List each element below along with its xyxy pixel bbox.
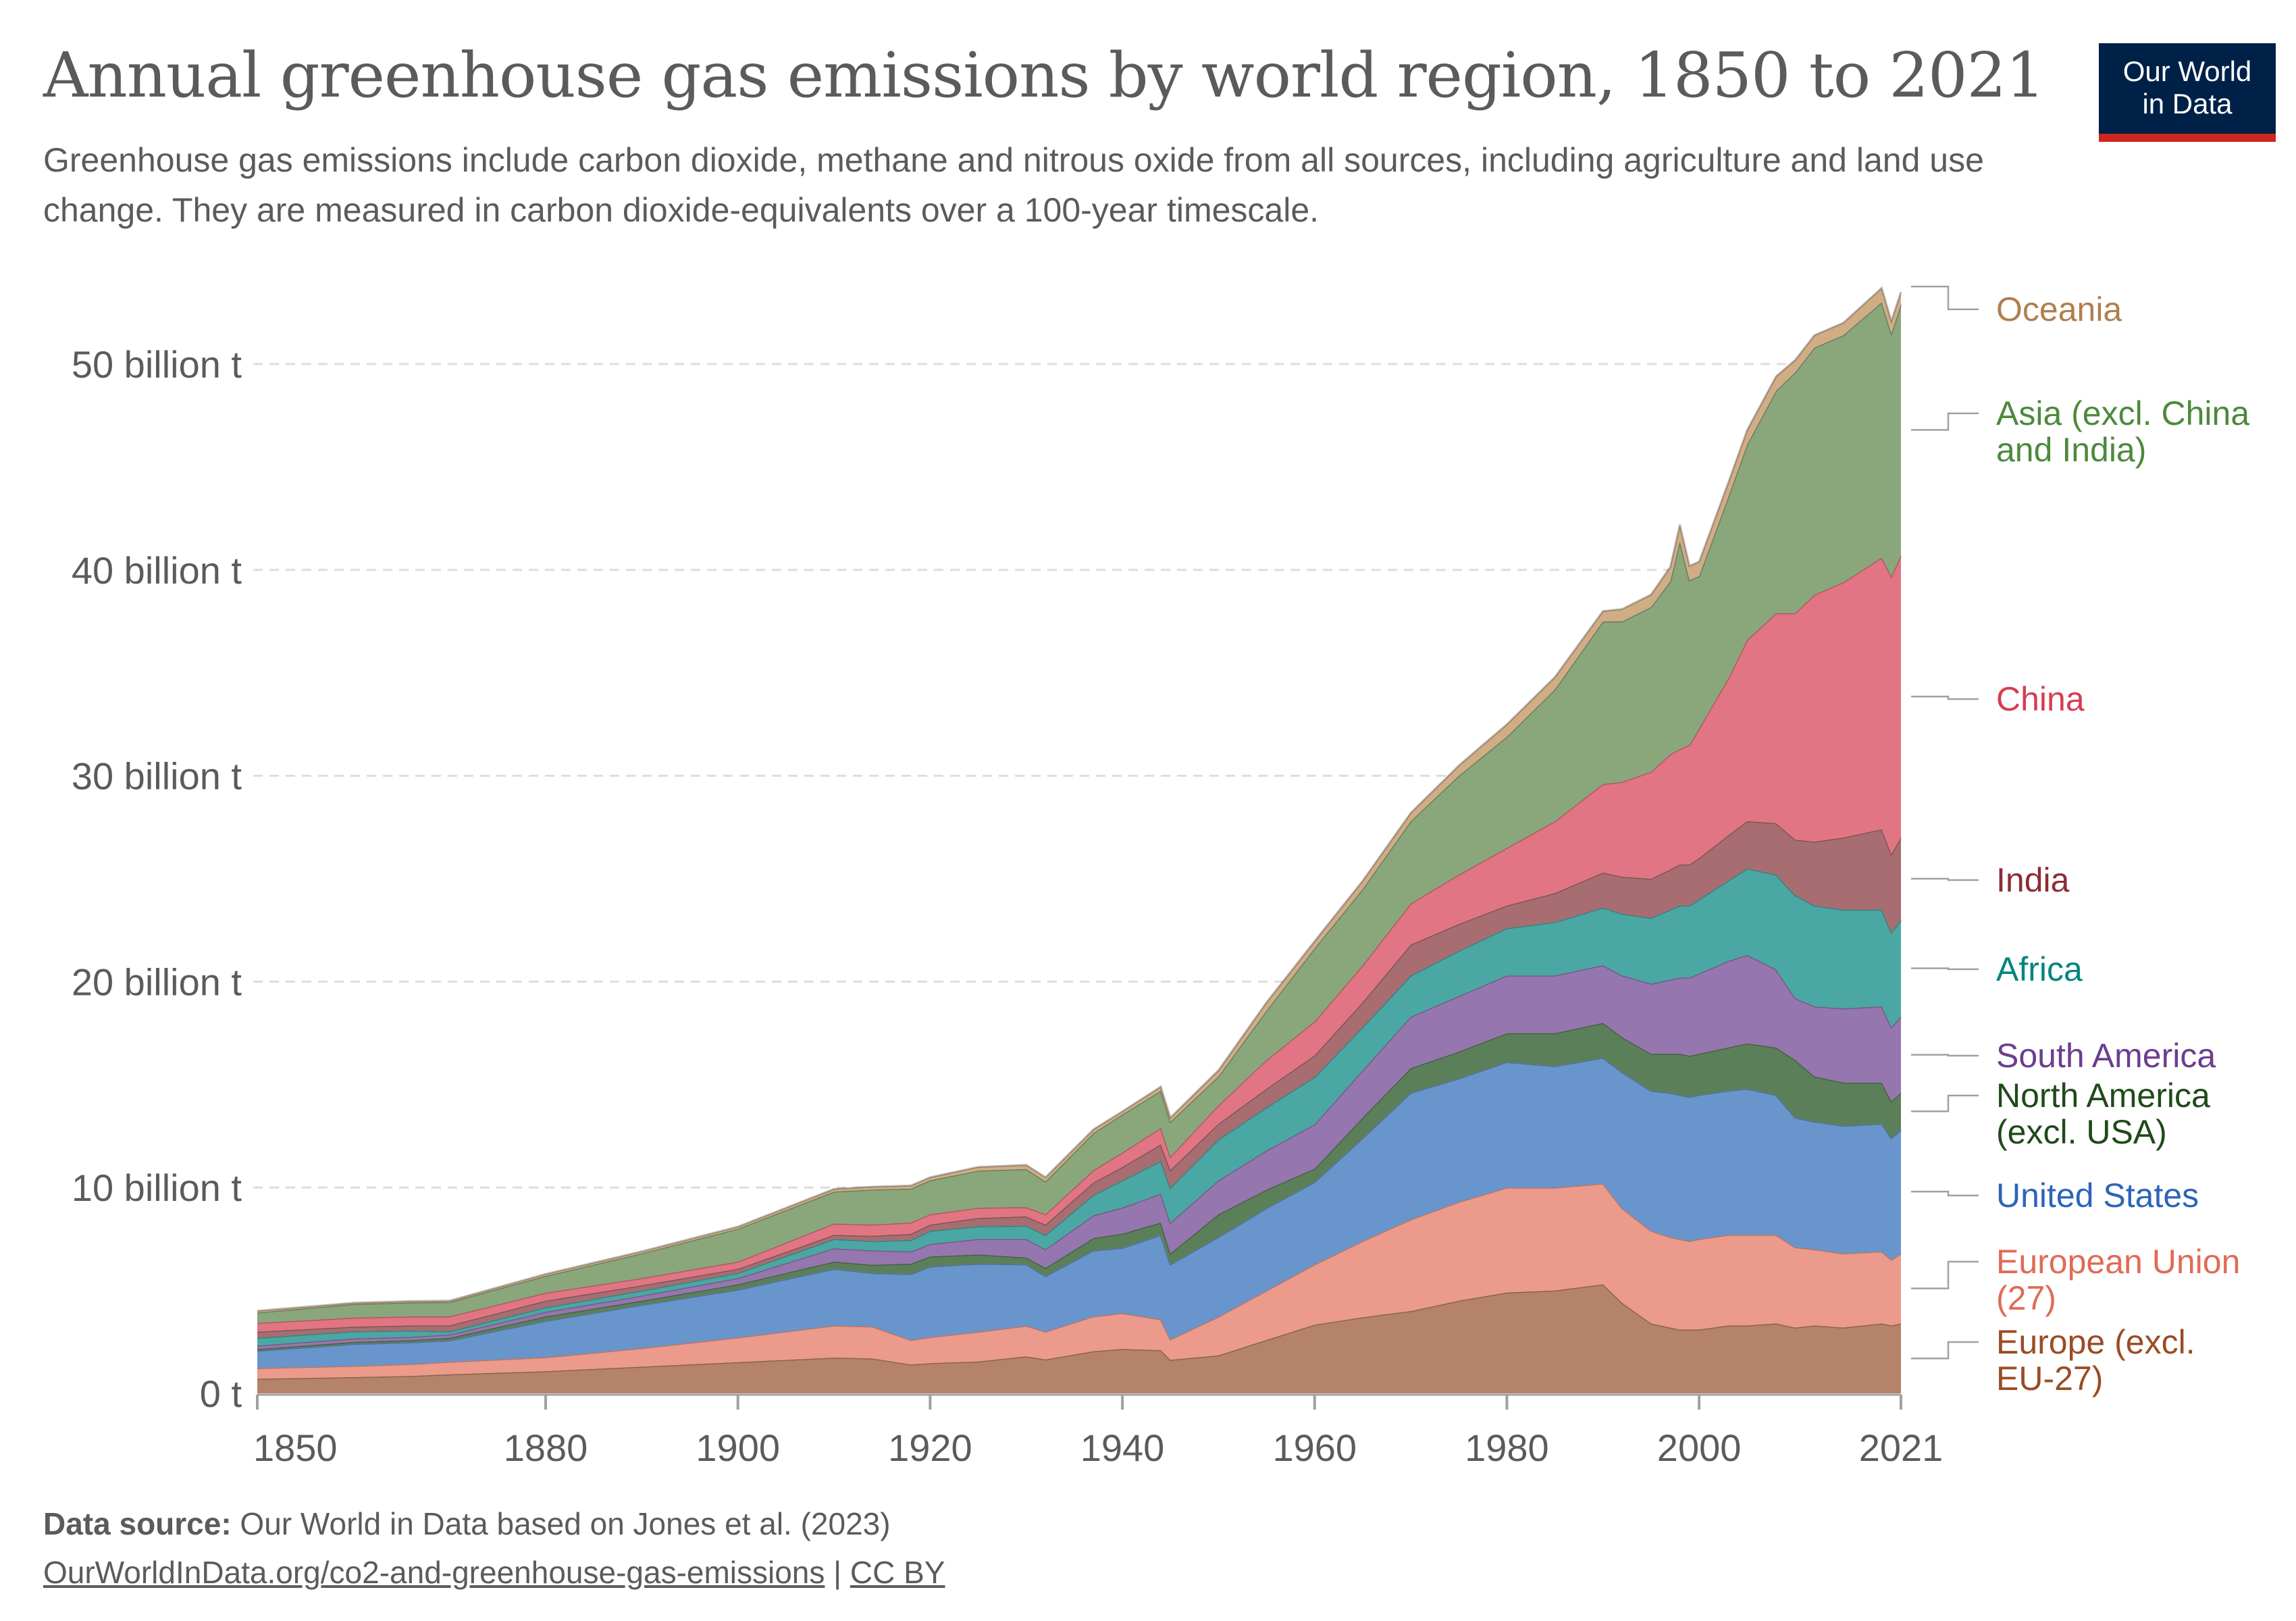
- x-tick-label: 1850: [253, 1426, 338, 1469]
- y-tick-label: 50 billion t: [72, 343, 242, 386]
- area-boundary-line: [257, 286, 1902, 1312]
- legend-item[interactable]: United States: [1911, 1177, 2199, 1214]
- x-tick-label: 2021: [1859, 1426, 1943, 1469]
- source-text: Our World in Data based on Jones et al. …: [231, 1506, 891, 1541]
- x-tick-label: 1900: [696, 1426, 780, 1469]
- legend-connector: [1911, 1054, 1979, 1057]
- x-tick-label: 1920: [888, 1426, 972, 1469]
- footer: Data source: Our World in Data based on …: [43, 1499, 945, 1597]
- y-tick-label: 40 billion t: [72, 549, 242, 592]
- legend-item[interactable]: China: [1911, 680, 2085, 718]
- chart-title: Annual greenhouse gas emissions by world…: [43, 39, 2045, 111]
- y-tick-label: 20 billion t: [72, 960, 242, 1003]
- legend-label: Asia (excl. China: [1996, 394, 2249, 432]
- legend-label: Europe (excl.: [1996, 1323, 2195, 1361]
- legend-connector: [1911, 412, 1979, 431]
- legend-connector: [1911, 286, 1979, 311]
- legend-label: South America: [1996, 1037, 2216, 1075]
- legend-label: EU-27): [1996, 1360, 2103, 1397]
- legend-connector: [1911, 1094, 1979, 1112]
- legend-item[interactable]: Africa: [1911, 950, 2083, 988]
- source-url-link[interactable]: OurWorldInData.org/co2-and-greenhouse-ga…: [43, 1555, 825, 1590]
- legend-label: and India): [1996, 431, 2146, 469]
- link-separator: |: [825, 1555, 850, 1590]
- area-north-america-excl-usa[interactable]: [257, 1023, 1901, 1351]
- legend-label: Oceania: [1996, 290, 2122, 328]
- link-line: OurWorldInData.org/co2-and-greenhouse-ga…: [43, 1548, 945, 1597]
- legend-label: India: [1996, 861, 2070, 899]
- logo-line-1: Our World: [2122, 55, 2252, 87]
- legend-item[interactable]: European Union(27): [1911, 1243, 2240, 1317]
- legend-item[interactable]: India: [1911, 861, 2070, 899]
- x-tick-label: 2000: [1657, 1426, 1742, 1469]
- area-africa[interactable]: [257, 868, 1901, 1346]
- legend: Europe (excl.EU-27)European Union(27)Uni…: [1911, 286, 2249, 1397]
- area-united-states[interactable]: [257, 1058, 1901, 1368]
- legend-label: North America: [1996, 1077, 2210, 1114]
- legend-label: Africa: [1996, 950, 2083, 988]
- legend-connector: [1911, 877, 1979, 881]
- legend-label: European Union: [1996, 1243, 2240, 1281]
- legend-label: United States: [1996, 1177, 2199, 1214]
- area-european-union-27[interactable]: [257, 1183, 1901, 1379]
- legend-item[interactable]: Oceania: [1911, 286, 2122, 328]
- legend-connector: [1911, 696, 1979, 700]
- y-tick-label: 30 billion t: [72, 755, 242, 798]
- x-tick-label: 1940: [1080, 1426, 1165, 1469]
- area-south-america[interactable]: [257, 954, 1901, 1349]
- legend-connector: [1911, 1341, 1979, 1360]
- x-tick-label: 1980: [1465, 1426, 1549, 1469]
- chart-subtitle: Greenhouse gas emissions include carbon …: [43, 141, 1984, 229]
- legend-label: (27): [1996, 1279, 2056, 1317]
- x-tick-label: 1880: [504, 1426, 588, 1469]
- area-europe-excl-eu-27[interactable]: [257, 1284, 1901, 1394]
- legend-label: China: [1996, 680, 2085, 718]
- y-tick-label: 0 t: [200, 1372, 242, 1415]
- legend-item[interactable]: South America: [1911, 1037, 2216, 1075]
- x-axis: 1850 1880 1900 1920 1940 1960 1980 2000 2021: [253, 1393, 1943, 1469]
- legend-label: (excl. USA): [1996, 1113, 2167, 1151]
- y-axis: 0 t 10 billion t 20 billion t 30 billion t 4…: [72, 343, 242, 1415]
- area-layers: [257, 286, 1902, 1394]
- license-link[interactable]: CC BY: [850, 1555, 945, 1590]
- legend-item[interactable]: North America(excl. USA): [1911, 1077, 2210, 1151]
- area-boundary-line: [257, 1283, 1902, 1380]
- x-tick-label: 1960: [1272, 1426, 1357, 1469]
- area-boundary-line: [257, 555, 1902, 1324]
- legend-connector: [1911, 1260, 1979, 1289]
- source-line: Data source: Our World in Data based on …: [43, 1499, 945, 1548]
- source-label: Data source:: [43, 1506, 232, 1541]
- legend-item[interactable]: Europe (excl.EU-27): [1911, 1323, 2195, 1397]
- area-india[interactable]: [257, 821, 1901, 1338]
- logo-line-2: in Data: [2142, 88, 2233, 120]
- y-tick-label: 10 billion t: [72, 1166, 242, 1209]
- legend-connector: [1911, 1191, 1979, 1197]
- owid-logo[interactable]: Our World in Data: [2099, 43, 2276, 142]
